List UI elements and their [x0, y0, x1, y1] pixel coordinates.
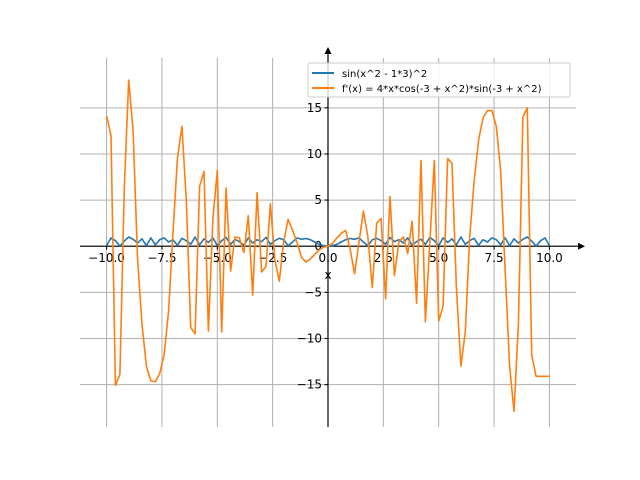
y-tick-label: 10: [307, 147, 322, 161]
x-tick-label: 0.0: [318, 251, 337, 265]
y-tick-label: −10: [297, 331, 322, 345]
legend-box: [307, 62, 571, 98]
x-tick-label: 10.0: [536, 251, 563, 265]
legend-label-1: sin(x^2 - 1*3)^2: [342, 69, 427, 80]
y-tick-label: −5: [304, 285, 322, 299]
y-tick-label: −15: [297, 378, 322, 392]
x-tick-label: 5.0: [429, 251, 448, 265]
legend-label-2: f'(x) = 4*x*cos(-3 + x^2)*sin(-3 + x^2): [342, 84, 542, 95]
x-tick-label: −10.0: [88, 251, 125, 265]
series-lines: [105, 79, 551, 413]
x-tick-label: −7.5: [147, 251, 176, 265]
series-line-2: [105, 79, 550, 413]
x-axis-arrowhead: [578, 242, 585, 250]
y-axis-arrowhead: [324, 47, 332, 54]
x-tick-label: 7.5: [485, 251, 504, 265]
x-tick-label: −2.5: [258, 251, 287, 265]
y-tick-label: 15: [307, 101, 322, 115]
y-tick-label: 5: [314, 193, 322, 207]
x-axis-label: x: [324, 268, 331, 282]
y-tick-label: 0: [314, 239, 322, 253]
legend: sin(x^2 - 1*3)^2 f'(x) = 4*x*cos(-3 + x^2…: [307, 62, 571, 98]
